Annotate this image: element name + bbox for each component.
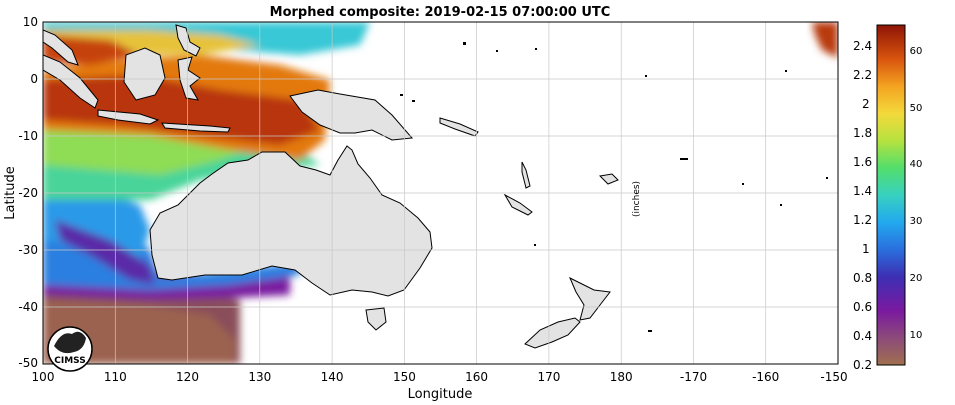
x-tick-label: 160 [465,370,488,384]
borneo-landmass [123,47,166,101]
sulawesi-landmass [177,56,201,101]
x-tick-label: 100 [32,370,55,384]
new-caledonia-landmass [503,193,533,216]
colorbar-mm-label: 50 [910,103,923,114]
x-axis-label: Longitude [408,387,473,402]
colorbar-gradient [876,24,906,366]
y-tick-label: 0 [30,72,38,86]
colorbar-inch-label: 1.4 [853,184,872,198]
x-axis-ticks: 100 110 120 130 140 150 160 170 180 -170… [32,370,848,384]
colorbar-inch-label: 1.6 [853,155,872,169]
y-axis-ticks: 10 0 -10 -20 -30 -40 -50 [18,15,38,370]
colorbar-mm-ticks: 60 50 40 30 20 10 [910,46,923,341]
y-tick-label: -40 [18,300,38,314]
new-zealand-south-island [524,317,581,349]
x-tick-label: 110 [104,370,127,384]
y-tick-label: -50 [18,356,38,370]
logo-text: CIMSS [54,356,85,366]
colorbar-mm-label: 10 [910,330,923,341]
x-tick-label: 170 [537,370,560,384]
lesser-sunda-islands [161,122,231,133]
x-tick-label: 150 [393,370,416,384]
colorbar: 2.4 2.2 2 1.8 1.6 1.4 1.2 1 0.8 0.6 0.4 … [853,24,923,372]
vanuatu-islands [521,161,531,189]
x-tick-label: 120 [176,370,199,384]
pacific-island-markers [400,42,828,332]
colorbar-mm-label: 20 [910,273,923,284]
australia-landmass [149,145,433,297]
unit-label: (inches) [632,181,642,217]
colorbar-mm-label: 30 [910,216,923,227]
land-masses [43,24,619,349]
x-tick-label: 180 [610,370,633,384]
x-tick-label: -160 [752,370,779,384]
y-axis-label: Latitude [3,166,18,220]
colorbar-mm-label: 40 [910,159,923,170]
colorbar-inch-label: 2 [862,97,870,111]
x-tick-label: 140 [321,370,344,384]
plot-frame [42,21,839,365]
colorbar-inch-label: 2.4 [853,39,872,53]
y-tick-label: -30 [18,243,38,257]
precipitation-field [43,22,838,364]
graticule [43,22,838,364]
y-tick-label: -20 [18,186,38,200]
y-tick-label: 10 [23,15,38,29]
colorbar-inch-label: 2.2 [853,68,872,82]
colorbar-inch-label: 1.2 [853,213,872,227]
philippines-landmass [175,24,201,57]
colorbar-mm-label: 60 [910,46,923,57]
colorbar-inch-label: 0.2 [853,358,872,372]
tasmania-landmass [365,307,387,331]
fiji-islands [598,173,619,185]
x-tick-label: -170 [680,370,707,384]
colorbar-inch-label: 0.8 [853,271,872,285]
x-tick-label: -150 [820,370,847,384]
figure-title: Morphed composite: 2019-02-15 07:00:00 U… [270,5,611,20]
colorbar-inch-label: 0.6 [853,300,872,314]
malay-peninsula [43,29,79,66]
cimss-logo: CIMSS [47,326,93,372]
x-tick-label: 130 [248,370,271,384]
sumatra-landmass [43,54,99,109]
new-zealand-north-island [569,276,611,321]
colorbar-inch-label: 1.8 [853,126,872,140]
new-guinea-landmass [289,89,414,141]
java-landmass [97,109,160,125]
colorbar-inch-ticks: 2.4 2.2 2 1.8 1.6 1.4 1.2 1 0.8 0.6 0.4 … [853,39,872,372]
y-tick-label: -10 [18,129,38,143]
colorbar-inch-label: 1 [862,242,870,256]
colorbar-inch-label: 0.4 [853,329,872,343]
